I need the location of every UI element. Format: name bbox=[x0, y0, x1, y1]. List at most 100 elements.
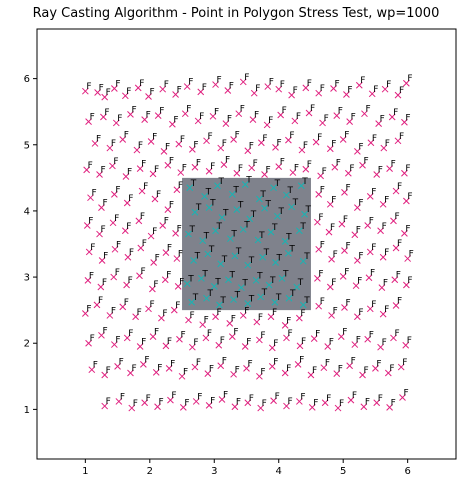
point-label: F bbox=[393, 108, 398, 118]
point-label: F bbox=[260, 331, 265, 341]
point-marker bbox=[115, 398, 123, 405]
point-marker bbox=[173, 186, 181, 194]
point-label: T bbox=[190, 179, 197, 189]
point-marker bbox=[252, 277, 260, 284]
point-label: T bbox=[208, 245, 215, 255]
inside-point: T bbox=[285, 289, 296, 302]
point-label: F bbox=[386, 80, 391, 90]
outside-point: F bbox=[119, 298, 129, 311]
outside-point: F bbox=[226, 314, 236, 327]
outside-point: F bbox=[111, 240, 121, 253]
point-label: F bbox=[128, 194, 133, 204]
point-label: T bbox=[214, 277, 221, 287]
point-label: F bbox=[196, 358, 201, 368]
outside-point: F bbox=[351, 336, 361, 348]
inside-point: T bbox=[227, 230, 237, 243]
inside-point: T bbox=[265, 276, 276, 289]
point-label: F bbox=[365, 398, 370, 408]
point-marker bbox=[263, 121, 271, 129]
point-label: F bbox=[287, 329, 292, 339]
outside-point: F bbox=[317, 167, 327, 180]
point-label: F bbox=[131, 105, 136, 115]
point-label: T bbox=[217, 177, 224, 187]
point-marker bbox=[203, 137, 210, 145]
point-label: T bbox=[288, 244, 295, 254]
outside-point: F bbox=[145, 87, 155, 100]
inside-point: T bbox=[270, 179, 281, 192]
outside-point: F bbox=[127, 105, 137, 118]
outside-point: F bbox=[98, 326, 108, 339]
outside-point: F bbox=[147, 227, 157, 240]
inside-point: T bbox=[261, 199, 272, 212]
outside-point: F bbox=[128, 399, 138, 412]
outside-point: F bbox=[172, 85, 182, 98]
point-label: F bbox=[113, 157, 118, 167]
outside-point: F bbox=[159, 80, 169, 93]
outside-point: F bbox=[351, 226, 361, 239]
outside-point: F bbox=[328, 250, 338, 263]
outside-point: F bbox=[145, 300, 155, 313]
point-marker bbox=[165, 365, 173, 372]
inside-point: T bbox=[191, 203, 202, 216]
point-label: F bbox=[138, 141, 143, 151]
point-label: F bbox=[347, 85, 352, 95]
outside-point: F bbox=[203, 132, 213, 145]
point-marker bbox=[257, 139, 265, 147]
point-label: F bbox=[193, 140, 198, 150]
point-marker bbox=[256, 372, 263, 380]
outside-point: F bbox=[239, 73, 249, 86]
point-marker bbox=[268, 344, 276, 352]
outside-point: F bbox=[320, 359, 330, 372]
point-marker bbox=[175, 140, 183, 148]
point-marker bbox=[84, 277, 92, 284]
outside-point: F bbox=[331, 158, 341, 171]
point-label: F bbox=[124, 298, 129, 308]
outside-point: F bbox=[85, 243, 95, 256]
point-label: T bbox=[209, 199, 216, 209]
point-marker bbox=[366, 248, 374, 256]
outside-point: F bbox=[164, 156, 174, 169]
point-label: F bbox=[106, 397, 111, 407]
point-marker bbox=[197, 88, 205, 96]
point-label: F bbox=[88, 216, 93, 226]
point-marker bbox=[315, 245, 323, 253]
point-marker bbox=[123, 199, 131, 207]
outside-point: F bbox=[230, 365, 240, 378]
outside-point: F bbox=[253, 313, 263, 326]
outside-point: F bbox=[149, 328, 159, 340]
outside-point: F bbox=[111, 336, 121, 348]
outside-point: F bbox=[183, 78, 193, 90]
point-label: F bbox=[320, 240, 325, 250]
point-marker bbox=[140, 361, 147, 368]
inside-point: T bbox=[257, 288, 268, 301]
point-label: F bbox=[169, 156, 174, 166]
point-label: F bbox=[300, 309, 305, 319]
outside-point: F bbox=[154, 398, 164, 411]
inside-point: T bbox=[296, 222, 306, 235]
outside-point: F bbox=[361, 105, 371, 118]
outside-point: F bbox=[83, 216, 93, 229]
point-marker bbox=[177, 169, 185, 176]
point-label: F bbox=[397, 239, 402, 249]
point-marker bbox=[267, 313, 275, 321]
point-marker bbox=[275, 163, 283, 170]
point-label: F bbox=[333, 306, 338, 316]
point-label: F bbox=[167, 244, 172, 254]
point-marker bbox=[121, 92, 129, 100]
inside-point: T bbox=[233, 201, 244, 213]
outside-point: F bbox=[197, 83, 207, 96]
point-marker bbox=[119, 136, 127, 143]
point-marker bbox=[324, 343, 332, 350]
point-marker bbox=[364, 222, 372, 229]
point-label: F bbox=[180, 330, 185, 340]
point-label: F bbox=[254, 111, 259, 121]
point-marker bbox=[111, 191, 118, 198]
point-label: F bbox=[384, 195, 389, 205]
point-marker bbox=[275, 85, 283, 93]
outside-point: F bbox=[346, 357, 356, 370]
point-label: F bbox=[159, 398, 164, 408]
point-marker bbox=[173, 255, 181, 262]
point-marker bbox=[326, 145, 334, 153]
point-marker bbox=[132, 313, 139, 321]
point-label: F bbox=[301, 337, 306, 347]
